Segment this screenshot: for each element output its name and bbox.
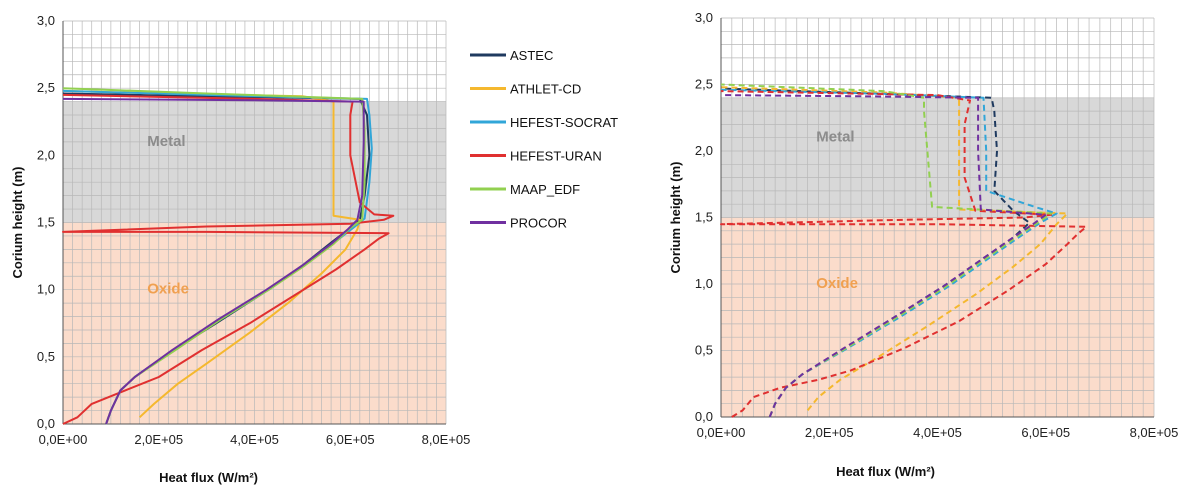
y-tick-label: 1,0: [37, 282, 55, 297]
y-tick-label: 2,0: [37, 147, 55, 162]
y-tick-label: 0,0: [695, 409, 713, 424]
y-tick-label: 0,0: [37, 416, 55, 431]
x-tick-label: 0,0E+00: [697, 425, 746, 440]
region-label-oxide: Oxide: [147, 281, 189, 298]
x-tick-label: 2,0E+05: [805, 425, 854, 440]
x-tick-label: 6,0E+05: [326, 432, 375, 447]
x-tick-label: 4,0E+05: [230, 432, 279, 447]
legend-label-procor: PROCOR: [510, 216, 567, 231]
x-tick-label: 8,0E+05: [422, 432, 471, 447]
y-axis-label: Corium height (m): [10, 167, 25, 279]
x-tick-label: 0,0E+00: [39, 432, 88, 447]
y-tick-label: 2,5: [37, 80, 55, 95]
legend-label-athlet-cd: ATHLET-CD: [510, 82, 581, 97]
legend-label-astec: ASTEC: [510, 48, 553, 63]
series-line-athlet-cd: [720, 86, 1069, 412]
y-axis-label: Corium height (m): [668, 162, 683, 274]
legend-label-hefest-uran: HEFEST-URAN: [510, 149, 602, 164]
series-line-hefest-uran: [720, 90, 1088, 418]
chart-right: Metal Oxide 0,0 0,5 1,0 1,5 2,0 2,5 3,0 0,0E+00 2,…: [668, 10, 1178, 479]
y-tick-label: 0,5: [37, 349, 55, 364]
series-line-astec: [720, 87, 1031, 418]
region-label-metal: Metal: [147, 133, 185, 150]
y-tick-label: 1,0: [695, 276, 713, 291]
y-tick-label: 1,5: [37, 215, 55, 230]
x-axis-label: Heat flux (W/m²): [159, 470, 258, 485]
y-tick-label: 2,0: [695, 143, 713, 158]
series-line-hefest-socrat: [720, 88, 1058, 418]
series-line-hefest-uran: [62, 93, 395, 425]
legend: ASTEC ATHLET-CD HEFEST-SOCRAT HEFEST-URAN MA…: [470, 48, 618, 231]
region-label-metal: Metal: [816, 129, 854, 146]
y-tick-label: 1,5: [695, 210, 713, 225]
legend-label-hefest-socrat: HEFEST-SOCRAT: [510, 115, 618, 130]
x-tick-label: 2,0E+05: [134, 432, 183, 447]
chart-left: Metal Oxide 0,0 0,5 1,0 1,5 2,0 2,5 3,0 0,0E+00 2,…: [10, 13, 470, 485]
y-tick-label: 2,5: [695, 77, 713, 92]
x-tick-label: 6,0E+05: [1021, 425, 1070, 440]
region-label-oxide: Oxide: [816, 275, 858, 292]
y-tick-label: 0,5: [695, 343, 713, 358]
y-tick-label: 3,0: [37, 13, 55, 28]
series-line-procor: [62, 97, 365, 425]
series-line-procor: [720, 94, 1047, 418]
x-tick-label: 4,0E+05: [913, 425, 962, 440]
x-axis-label: Heat flux (W/m²): [836, 464, 935, 479]
y-tick-label: 3,0: [695, 10, 713, 25]
legend-label-maap-edf: MAAP_EDF: [510, 182, 580, 197]
x-tick-label: 8,0E+05: [1130, 425, 1179, 440]
